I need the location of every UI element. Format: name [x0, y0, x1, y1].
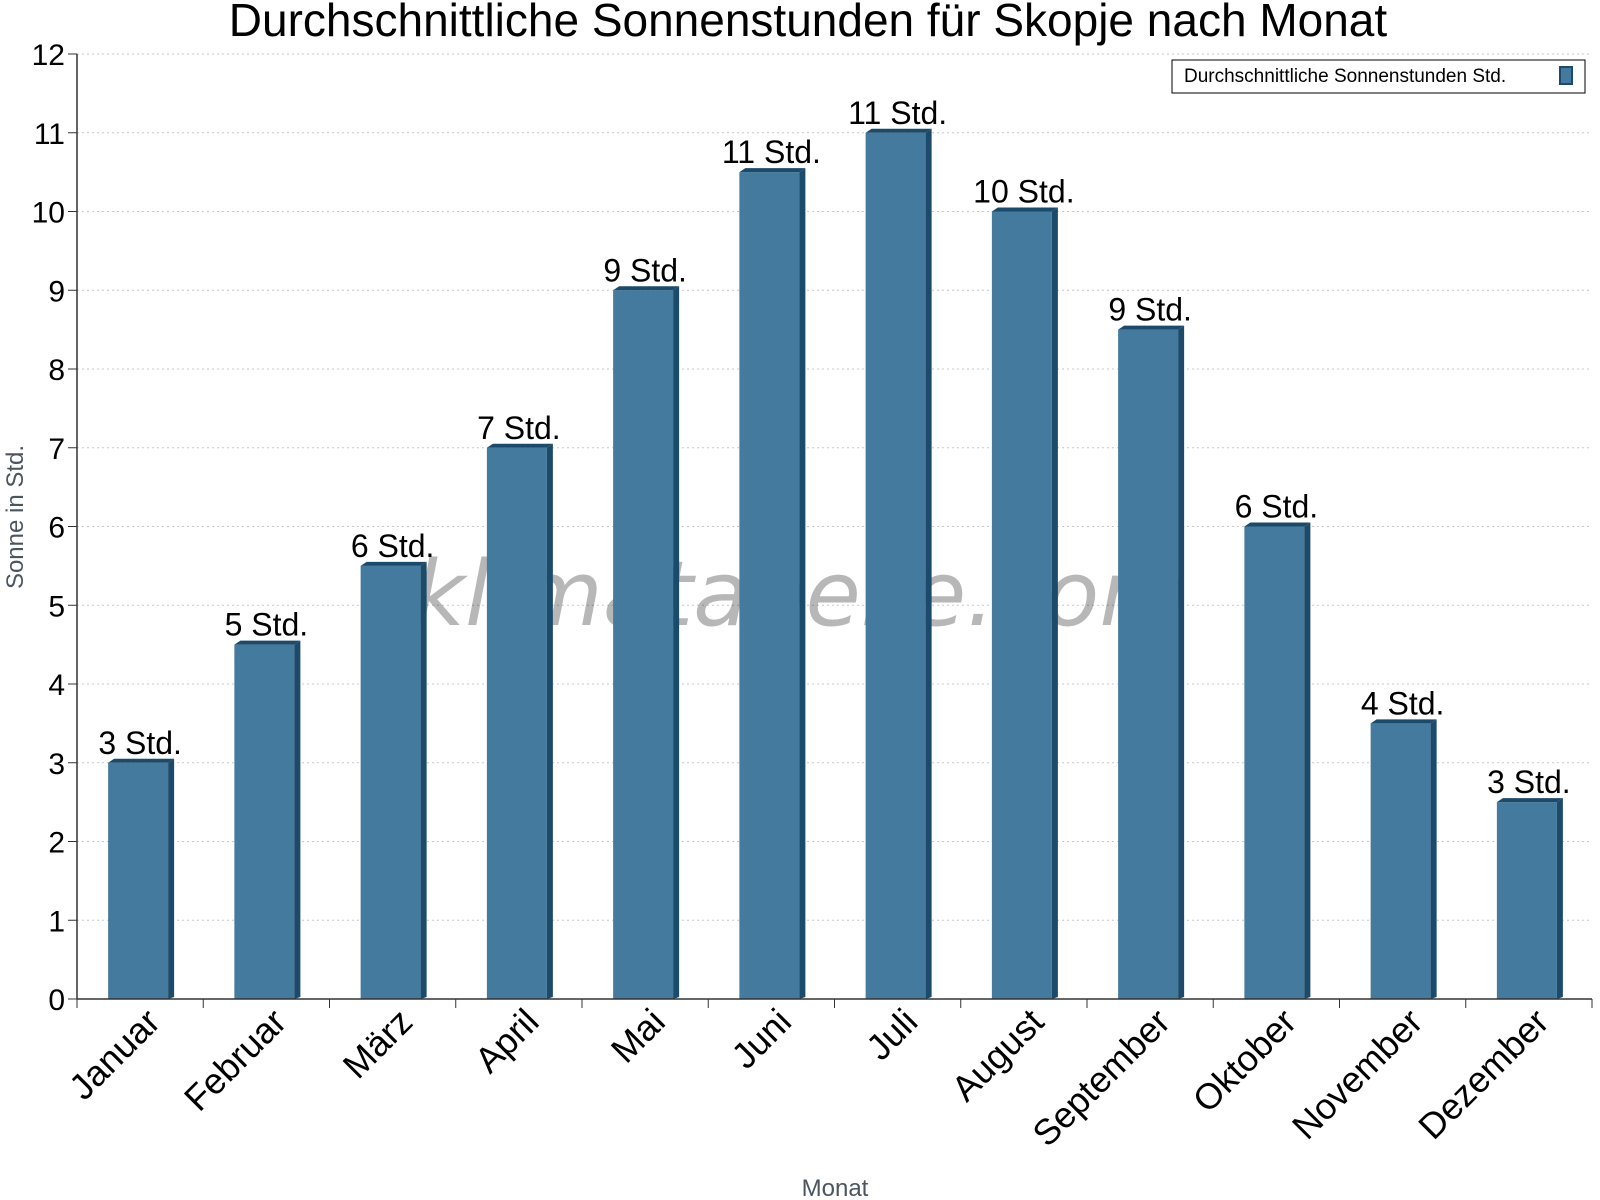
data-label: 11 Std.	[848, 95, 947, 131]
x-tick-label: August	[943, 1001, 1051, 1109]
legend: Durchschnittliche Sonnenstunden Std.	[1171, 59, 1586, 94]
data-label: 9 Std.	[603, 252, 687, 288]
bar	[234, 640, 301, 999]
y-tick-label: 9	[48, 275, 65, 308]
y-tick-label: 11	[34, 118, 65, 151]
bar-front	[360, 565, 421, 999]
bar-top	[991, 207, 1058, 212]
chart-title: Durchschnittliche Sonnenstunden für Skop…	[229, 0, 1388, 46]
bar-front	[1244, 526, 1305, 999]
data-label: 4 Std.	[1361, 685, 1445, 721]
x-tick-label: September	[1024, 1001, 1178, 1155]
bar	[739, 168, 806, 999]
bar	[486, 443, 553, 999]
data-label: 10 Std.	[973, 174, 1074, 210]
bar-side	[1556, 798, 1563, 999]
y-tick-label: 5	[48, 590, 65, 623]
bar-top	[108, 758, 175, 763]
bar-side	[925, 128, 932, 999]
x-tick-label: Mai	[603, 1001, 673, 1071]
data-label: 6 Std.	[351, 528, 435, 564]
bar	[108, 758, 175, 999]
bar-front	[865, 132, 926, 999]
bar	[1496, 798, 1563, 999]
y-tick-label: 12	[32, 39, 65, 72]
bar-side	[1178, 325, 1185, 999]
x-tick-label: April	[467, 1001, 547, 1081]
data-label: 7 Std.	[477, 410, 561, 446]
bar-top	[613, 286, 680, 291]
bar-front	[234, 644, 295, 999]
bar	[1244, 522, 1311, 999]
bar-front	[486, 447, 547, 999]
axes	[76, 54, 1592, 1000]
x-tick-label: März	[335, 1001, 421, 1087]
bar	[360, 561, 427, 999]
bar-side	[1430, 719, 1437, 999]
bars	[108, 128, 1563, 999]
bar-side	[673, 286, 680, 999]
bar-top	[739, 168, 806, 173]
bar	[1118, 325, 1185, 999]
bar-side	[168, 758, 175, 999]
gridlines	[77, 53, 1592, 921]
bar-top	[234, 640, 301, 645]
bar-top	[1244, 522, 1311, 527]
data-label: 9 Std.	[1108, 292, 1192, 328]
x-tick-label: Juni	[723, 1001, 799, 1077]
x-axis-label: Monat	[802, 1175, 869, 1200]
bar-side	[546, 443, 553, 999]
x-axis-ticks: Januar Februar März April Mai Juni Juli AugustS…	[61, 999, 1593, 1155]
x-tick-label: Dezember	[1410, 1001, 1556, 1147]
bar-side	[294, 640, 301, 999]
legend-swatch	[1559, 66, 1573, 85]
bar-front	[613, 290, 674, 999]
legend-label: Durchschnittliche Sonnenstunden Std.	[1184, 66, 1506, 87]
bar-side	[1304, 522, 1311, 999]
bar	[991, 207, 1058, 999]
bar-side	[1051, 207, 1058, 999]
x-tick-label: Juli	[858, 1001, 925, 1068]
bar-top	[486, 443, 553, 448]
x-tick-label: November	[1284, 1001, 1430, 1147]
y-tick-label: 2	[48, 827, 65, 860]
bar-front	[991, 211, 1052, 999]
y-tick-label: 7	[48, 433, 65, 466]
y-tick-label: 10	[32, 197, 65, 230]
bar-top	[1370, 719, 1437, 724]
bar-top	[1496, 798, 1563, 803]
bar-front	[108, 762, 169, 999]
bar-front	[739, 172, 800, 999]
data-label: 11 Std.	[722, 134, 821, 170]
data-label: 6 Std.	[1235, 489, 1319, 525]
bar-side	[799, 168, 806, 999]
bar	[1370, 719, 1437, 999]
legend-box	[1171, 59, 1586, 94]
data-label: 5 Std.	[225, 607, 309, 643]
bar	[865, 128, 932, 999]
x-tick-label: Januar	[61, 1001, 168, 1108]
data-label: 3 Std.	[1487, 764, 1571, 800]
bar-side	[420, 561, 427, 999]
bar-front	[1118, 329, 1179, 999]
bar	[613, 286, 680, 999]
bar-top	[865, 128, 932, 133]
x-tick-label: Oktober	[1184, 1001, 1304, 1121]
bar-front	[1496, 802, 1557, 999]
y-tick-label: 3	[48, 748, 65, 781]
y-tick-label: 0	[48, 984, 65, 1017]
y-tick-label: 1	[48, 905, 65, 938]
x-tick-label: Februar	[176, 1001, 294, 1119]
bar-front	[1370, 723, 1431, 999]
data-labels: 3 Std. 5 Std. 6 Std. 7 Std. 9 Std. 11 Std. 11 …	[98, 95, 1570, 800]
y-tick-label: 8	[48, 354, 65, 387]
bar-top	[1118, 325, 1185, 330]
y-axis-label: Sonne in Std.	[2, 445, 29, 589]
bar-top	[360, 561, 427, 566]
data-label: 3 Std.	[98, 725, 182, 761]
y-tick-label: 4	[48, 669, 65, 702]
y-tick-label: 6	[48, 512, 65, 545]
